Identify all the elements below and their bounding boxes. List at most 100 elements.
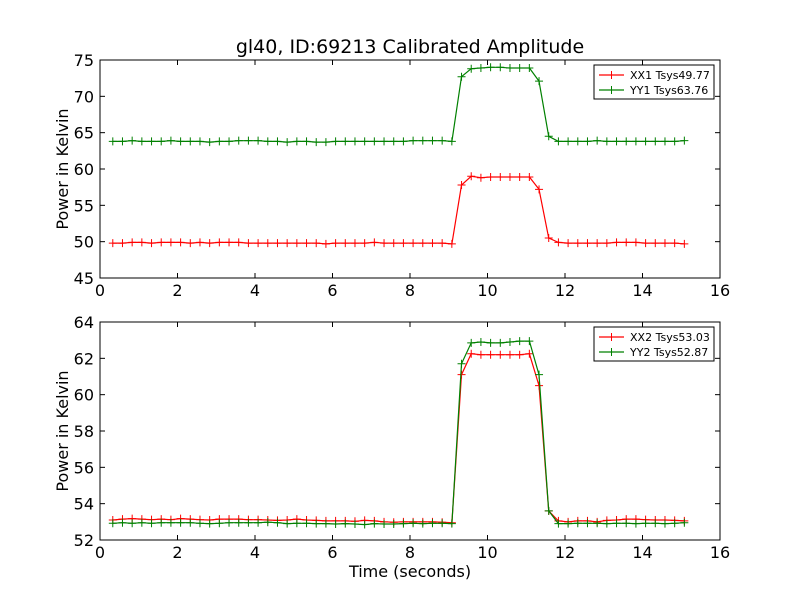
data-point [670, 239, 679, 248]
data-point [660, 239, 669, 248]
data-point [225, 518, 234, 527]
data-point [380, 137, 389, 146]
legend-marker [607, 86, 616, 94]
data-point [205, 239, 214, 248]
x-tick-label: 10 [477, 281, 497, 300]
data-point [554, 137, 563, 146]
data-point [660, 519, 669, 528]
data-point [428, 239, 437, 248]
data-point [418, 239, 427, 248]
x-tick-label: 8 [405, 543, 415, 562]
data-point [370, 137, 379, 146]
y-tick-label: 45 [74, 269, 94, 288]
series-line [112, 353, 685, 524]
data-point [467, 172, 476, 181]
data-point [302, 519, 311, 528]
x-tick-label: 2 [172, 281, 182, 300]
data-point [331, 239, 340, 248]
x-tick-label: 0 [95, 281, 105, 300]
data-point [486, 172, 495, 181]
data-point [147, 239, 156, 248]
data-point [486, 63, 495, 72]
y-tick-label: 62 [74, 349, 94, 368]
data-point [244, 518, 253, 527]
y-tick-label: 54 [74, 495, 94, 514]
data-point [380, 520, 389, 529]
data-point [457, 72, 466, 81]
data-point [244, 136, 253, 145]
data-point [195, 519, 204, 528]
data-point [641, 137, 650, 146]
data-point [312, 239, 321, 248]
data-point [254, 136, 263, 145]
data-point [602, 239, 611, 248]
data-point [234, 518, 243, 527]
y-tick-label: 50 [74, 233, 94, 252]
y-tick-label: 75 [74, 51, 94, 70]
x-tick-label: 14 [632, 281, 652, 300]
data-point [641, 239, 650, 248]
data-point [215, 238, 224, 247]
data-point [467, 338, 476, 347]
data-point [292, 239, 301, 248]
data-point [263, 518, 272, 527]
data-point [283, 239, 292, 248]
data-point [360, 520, 369, 529]
data-point [399, 137, 408, 146]
data-point [399, 519, 408, 528]
data-point [593, 239, 602, 248]
data-point [535, 185, 544, 194]
data-point [447, 137, 456, 146]
x-tick-label: 16 [710, 281, 730, 300]
data-point [137, 137, 146, 146]
data-point [651, 137, 660, 146]
data-point [486, 338, 495, 347]
y-tick-label: 56 [74, 458, 94, 477]
data-point [273, 518, 282, 527]
data-point [389, 137, 398, 146]
data-point [573, 519, 582, 528]
data-point [583, 239, 592, 248]
x-tick-label: 6 [327, 281, 337, 300]
y-tick-label: 52 [74, 531, 94, 550]
data-point [128, 519, 137, 528]
data-point [564, 519, 573, 528]
data-point [476, 63, 485, 72]
data-point [215, 137, 224, 146]
data-point [263, 239, 272, 248]
series-line [112, 340, 685, 526]
data-point [244, 239, 253, 248]
data-point [137, 238, 146, 247]
data-point [496, 350, 505, 359]
data-point [612, 519, 621, 528]
data-point [108, 239, 117, 248]
data-point [515, 337, 524, 346]
data-point [631, 137, 640, 146]
data-point [128, 136, 137, 145]
legend-marker [607, 348, 616, 356]
data-point [263, 137, 272, 146]
y-tick-label: 60 [74, 160, 94, 179]
data-point [457, 180, 466, 189]
data-point [341, 519, 350, 528]
data-point [680, 136, 689, 145]
y-tick-label: 60 [74, 386, 94, 405]
data-point [292, 519, 301, 528]
legend-label: XX1 Tsys49.77 [630, 69, 710, 82]
data-point [380, 239, 389, 248]
data-point [505, 350, 514, 359]
data-point [680, 239, 689, 248]
data-point [418, 136, 427, 145]
legend-marker [607, 333, 616, 341]
data-point [234, 136, 243, 145]
y-tick-label: 70 [74, 87, 94, 106]
x-axis-label: Time (seconds) [348, 562, 471, 581]
data-point [205, 138, 214, 147]
data-point [535, 370, 544, 379]
data-point [399, 239, 408, 248]
data-point [505, 337, 514, 346]
data-point [476, 337, 485, 346]
data-point [631, 519, 640, 528]
data-point [137, 518, 146, 527]
data-point [157, 137, 166, 146]
